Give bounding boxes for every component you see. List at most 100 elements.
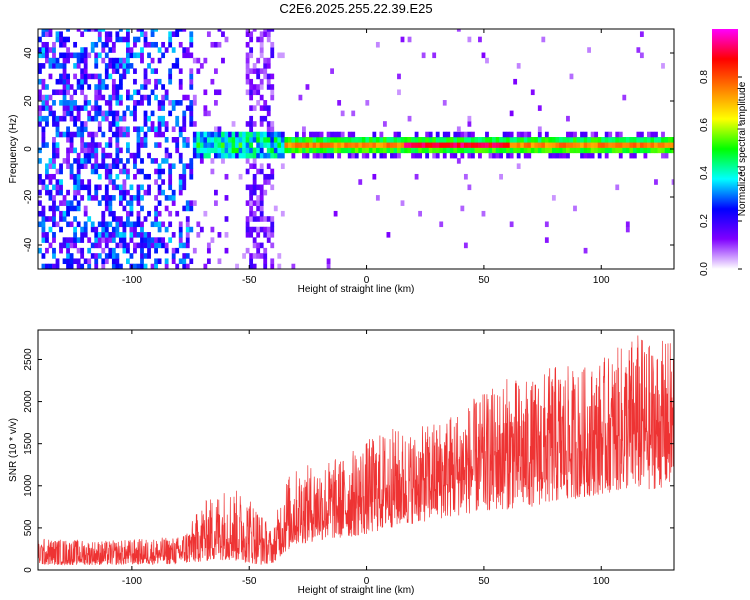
snr-y-label: SNR (10 * v/v) — [8, 418, 19, 482]
spectrogram-cell — [136, 216, 141, 222]
spectrogram-cell — [587, 142, 591, 148]
spectrogram-cell — [122, 36, 127, 43]
spectrogram-cell — [534, 147, 539, 154]
spectrogram-cell — [55, 221, 60, 228]
spectrogram-cell — [263, 68, 268, 74]
spectrogram-cell — [140, 47, 144, 53]
spectrogram-cell — [52, 200, 56, 206]
spectrogram-cell — [83, 142, 88, 148]
spectrogram-cell — [263, 253, 268, 259]
spectrogram-cell — [280, 152, 285, 159]
spectrogram-cell — [393, 152, 398, 159]
spectrogram-cell — [513, 147, 518, 154]
spectrogram-cell — [259, 52, 264, 59]
spectrogram-cell — [80, 137, 85, 143]
spectrogram-cell — [122, 221, 127, 228]
spectrogram-cell — [157, 163, 162, 169]
spectrogram-cell — [154, 179, 158, 185]
spectrogram-cell — [90, 131, 95, 138]
spectrogram-cell — [59, 179, 63, 185]
spectrogram-cell — [94, 258, 99, 265]
spectrogram-cell — [80, 147, 85, 154]
spectrogram-cell — [319, 142, 324, 148]
spectrogram-cell — [499, 137, 503, 143]
spectrogram-cell — [52, 89, 56, 96]
spectrogram-cell — [249, 94, 254, 101]
spectrogram-cell — [206, 152, 211, 159]
spectrogram-cell — [372, 173, 377, 180]
spectrogram-cell — [397, 131, 401, 138]
spectrogram-cell — [270, 152, 275, 159]
spectrogram-cell — [140, 29, 144, 32]
spectrogram-cell — [210, 158, 215, 164]
spectrogram-cell — [133, 242, 137, 249]
spectrogram-cell — [73, 242, 78, 249]
spectrogram-cell — [583, 147, 588, 154]
spectrogram-cell — [111, 84, 116, 90]
spectrogram-cell — [108, 253, 113, 259]
spectrogram-cell — [73, 105, 78, 111]
spectrogram-cell — [534, 137, 539, 143]
spectrogram-cell — [171, 200, 176, 206]
spectrogram-cell — [206, 131, 211, 138]
spectrogram-cell — [164, 121, 169, 127]
spectrogram-cell — [221, 31, 225, 37]
spectrogram-cell — [259, 68, 264, 74]
spectrogram-cell — [467, 184, 472, 191]
spectrogram-cell — [185, 52, 190, 59]
spectrogram-cell — [62, 78, 67, 85]
spectrogram-cell — [171, 126, 176, 133]
spectrogram-cell — [347, 147, 352, 154]
spectrogram-cell — [615, 137, 620, 143]
spectrogram-cell — [59, 31, 63, 37]
spectrogram-cell — [143, 263, 148, 269]
spectrogram-cell — [143, 237, 148, 243]
spectrogram-cell — [66, 57, 70, 64]
spectrogram-cell — [115, 242, 120, 249]
spectrogram-cell — [111, 237, 116, 243]
spectrogram-cell — [126, 36, 130, 43]
spectrogram-cell — [196, 152, 201, 159]
spectrogram-cell — [365, 137, 370, 143]
spectrogram-cell — [245, 57, 250, 64]
spectrogram-cell — [101, 131, 106, 138]
spectrogram-cell — [245, 78, 250, 85]
spectrogram-cell — [48, 216, 53, 222]
spectrogram-cell — [140, 221, 144, 228]
spectrogram-cell — [203, 152, 208, 159]
spectrogram-cell — [386, 232, 391, 238]
spectrogram-cell — [196, 131, 201, 138]
spectrogram-cell — [94, 110, 99, 117]
spectrogram-cell — [66, 36, 70, 43]
spectrogram-cell — [171, 163, 176, 169]
spectrogram-cell — [136, 142, 141, 148]
spectrogram-cell — [256, 168, 261, 175]
spectrogram-cell — [111, 68, 116, 74]
spectrogram-cell — [615, 184, 620, 191]
spectrogram-cell — [164, 94, 169, 101]
spectrogram-cell — [161, 221, 166, 228]
spectrogram-cell — [118, 189, 123, 196]
spectrogram-cell — [48, 189, 53, 196]
spectrogram-cell — [111, 232, 116, 238]
spectrogram-cell — [66, 110, 70, 117]
spectrogram-cell — [238, 152, 243, 159]
snr-series — [38, 335, 674, 566]
spectrogram-cell — [488, 147, 493, 154]
spectrogram-cell — [140, 242, 144, 249]
spectrogram-cell — [73, 121, 78, 127]
spectrogram-cell — [73, 131, 78, 138]
spectrogram-cell — [439, 147, 444, 154]
spectrogram-cell — [168, 110, 173, 117]
spectrogram-cell — [471, 137, 475, 143]
spectrogram-cell — [654, 142, 658, 148]
spectrogram-cell — [263, 189, 268, 196]
spectrogram-cell — [154, 84, 158, 90]
spectrogram-cell — [414, 137, 419, 143]
spectrogram-cell — [249, 36, 254, 43]
spectrogram-cell — [418, 142, 423, 148]
spectrogram-cell — [611, 147, 616, 154]
snr-line — [38, 335, 674, 566]
spectrogram-cell — [133, 105, 137, 111]
